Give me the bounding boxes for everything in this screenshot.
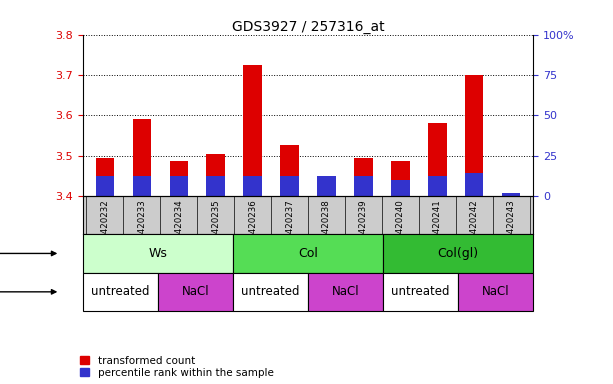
Bar	[465, 75, 484, 196]
Bar	[391, 161, 409, 196]
Bar	[318, 182, 336, 196]
Text: Ws: Ws	[148, 247, 167, 260]
Bar	[170, 161, 188, 196]
Text: GSM420232: GSM420232	[101, 200, 109, 252]
Text: GSM420240: GSM420240	[396, 200, 405, 252]
Bar	[318, 177, 336, 196]
Bar	[458, 273, 533, 311]
Bar	[354, 177, 373, 196]
Bar	[83, 234, 233, 273]
Bar	[132, 177, 151, 196]
Text: NaCl: NaCl	[332, 285, 359, 298]
Bar	[207, 154, 225, 196]
Text: GSM420243: GSM420243	[507, 200, 516, 252]
Title: GDS3927 / 257316_at: GDS3927 / 257316_at	[232, 20, 384, 33]
Bar	[170, 177, 188, 196]
Text: GSM420235: GSM420235	[211, 200, 220, 252]
Bar	[243, 177, 262, 196]
Bar	[465, 173, 484, 196]
Text: untreated: untreated	[91, 285, 150, 298]
Bar	[243, 65, 262, 196]
Bar	[96, 157, 114, 196]
Bar	[280, 177, 299, 196]
Text: GSM420236: GSM420236	[248, 200, 257, 252]
Text: NaCl: NaCl	[482, 285, 509, 298]
Bar	[502, 193, 520, 196]
Text: GSM420241: GSM420241	[433, 200, 442, 252]
Bar	[391, 180, 409, 196]
Bar	[96, 177, 114, 196]
Bar	[233, 234, 383, 273]
Bar	[428, 177, 446, 196]
Text: untreated: untreated	[392, 285, 450, 298]
Text: GSM420233: GSM420233	[137, 200, 147, 252]
Bar	[207, 177, 225, 196]
Text: GSM420242: GSM420242	[470, 200, 479, 252]
Text: Col(gl): Col(gl)	[438, 247, 479, 260]
Text: GSM420234: GSM420234	[174, 200, 183, 252]
Bar	[132, 119, 151, 196]
Text: GSM420238: GSM420238	[322, 200, 331, 252]
Legend: transformed count, percentile rank within the sample: transformed count, percentile rank withi…	[78, 355, 275, 379]
Bar	[280, 145, 299, 196]
Text: NaCl: NaCl	[181, 285, 209, 298]
Text: GSM420239: GSM420239	[359, 200, 368, 252]
Bar	[158, 273, 233, 311]
Bar	[83, 273, 158, 311]
Bar	[383, 273, 458, 311]
Bar	[308, 273, 383, 311]
Bar	[383, 234, 533, 273]
Bar	[354, 157, 373, 196]
Bar	[428, 123, 446, 196]
Text: untreated: untreated	[242, 285, 300, 298]
Text: GSM420237: GSM420237	[285, 200, 294, 252]
Text: Col: Col	[298, 247, 318, 260]
Bar	[233, 273, 308, 311]
Bar	[502, 193, 520, 196]
